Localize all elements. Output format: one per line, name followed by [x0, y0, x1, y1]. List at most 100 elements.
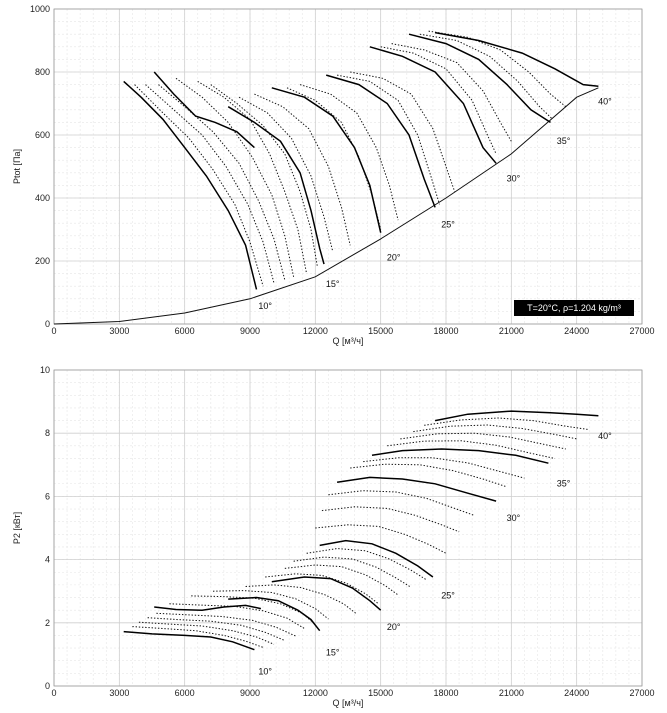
y-tick-label: 4 [45, 555, 50, 565]
dotted-curve [315, 524, 447, 554]
y-tick-label: 800 [35, 67, 50, 77]
dotted-curve [350, 463, 508, 488]
dotted-curve [134, 84, 264, 287]
dotted-curve [254, 93, 351, 246]
solid-curve [319, 539, 434, 578]
solid-curve [408, 33, 551, 124]
dotted-curve [286, 87, 382, 230]
y-tick-label: 10 [40, 365, 50, 375]
dotted-curve [391, 43, 512, 142]
angle-label: 15° [326, 279, 340, 289]
plot-frame [53, 8, 643, 325]
x-tick-label: 18000 [433, 688, 458, 698]
dotted-curve [299, 84, 399, 221]
angle-label: 40° [598, 431, 612, 441]
dotted-curve [328, 490, 475, 516]
plot-frame [53, 369, 643, 687]
power-chart: 0 3000 6000 9000 12000 15000 18000 21000 24000 27… [12, 365, 655, 708]
x-tick-label: 0 [51, 688, 56, 698]
dotted-curve [380, 46, 497, 155]
dotted-curve [212, 590, 329, 620]
angle-label: 35° [557, 478, 571, 488]
angle-label: 30° [507, 513, 521, 523]
dotted-curve [424, 417, 588, 430]
x-tick-label: 6000 [175, 688, 195, 698]
angle-label: 35° [557, 136, 571, 146]
dotted-curve [400, 432, 566, 450]
solid-curve [227, 106, 325, 265]
x-tick-label: 21000 [499, 688, 524, 698]
dotted-curve [413, 424, 577, 440]
solid-curve [369, 46, 497, 164]
x-axis-label: Q [м³/ч] [333, 336, 364, 346]
solid-curve [371, 448, 549, 464]
dotted-curve [428, 30, 567, 108]
dotted-curve [197, 80, 308, 274]
y-tick-label: 6 [45, 491, 50, 501]
angle-label: 25° [441, 590, 455, 600]
dotted-curve [363, 457, 525, 479]
solid-curve [154, 604, 262, 611]
y-tick-label: 400 [35, 193, 50, 203]
dotted-curve [350, 71, 456, 192]
dotted-curve [337, 74, 440, 205]
pressure-chart: 0 3000 6000 9000 12000 15000 18000 21000 24000 27… [12, 4, 655, 346]
solid-curve [228, 596, 321, 632]
dotted-curve [238, 96, 334, 252]
x-tick-label: 12000 [303, 326, 328, 336]
y-tick-label: 0 [45, 319, 50, 329]
solid-curve [434, 410, 599, 422]
dotted-curve [175, 77, 295, 277]
dotted-curve [419, 33, 554, 120]
solid-curve [271, 576, 382, 611]
dotted-curve [156, 612, 296, 637]
x-tick-label: 3000 [109, 326, 129, 336]
x-tick-label: 9000 [240, 688, 260, 698]
solid-curve [123, 630, 255, 651]
y-tick-label: 2 [45, 618, 50, 628]
angle-label: 10° [258, 666, 272, 676]
solid-curve [325, 74, 436, 208]
dotted-curve [306, 547, 427, 581]
y-tick-label: 8 [45, 428, 50, 438]
y-tick-label: 1000 [30, 4, 50, 14]
dotted-curve [158, 84, 286, 281]
angle-label: 25° [441, 219, 455, 229]
solid-curve [153, 71, 255, 149]
solid-curve [123, 80, 258, 290]
x-tick-label: 27000 [629, 688, 654, 698]
dotted-curve [321, 506, 460, 533]
dotted-curve [145, 84, 275, 284]
conditions-label: T=20°C, ρ=1.204 kg/m³ [527, 303, 621, 313]
x-tick-label: 6000 [175, 326, 195, 336]
angle-label: 40° [598, 96, 612, 106]
x-tick-label: 18000 [433, 326, 458, 336]
dotted-curve [132, 626, 264, 648]
x-tick-label: 9000 [240, 326, 260, 336]
conditions-box [514, 300, 634, 316]
dotted-curve [210, 84, 318, 268]
system-curve [53, 87, 599, 325]
x-tick-label: 15000 [368, 688, 393, 698]
x-tick-label: 24000 [564, 688, 589, 698]
solid-curve [336, 476, 497, 502]
x-tick-label: 3000 [109, 688, 129, 698]
solid-curve [271, 87, 382, 233]
dotted-curve [138, 621, 275, 645]
x-tick-label: 21000 [499, 326, 524, 336]
y-axis-label: P2 [кВт] [12, 512, 22, 544]
dotted-curve [245, 584, 358, 615]
solid-curve [434, 31, 599, 87]
x-tick-label: 15000 [368, 326, 393, 336]
x-tick-label: 27000 [629, 326, 654, 336]
x-tick-label: 24000 [564, 326, 589, 336]
dotted-curve [169, 603, 305, 629]
y-tick-label: 200 [35, 256, 50, 266]
dotted-curve [293, 556, 412, 588]
angle-label: 20° [387, 252, 401, 262]
angle-label: 10° [258, 301, 272, 311]
y-axis-label: Ptot [Па] [12, 149, 22, 184]
x-tick-label: 12000 [303, 688, 328, 698]
x-axis-label: Q [м³/ч] [333, 698, 364, 708]
